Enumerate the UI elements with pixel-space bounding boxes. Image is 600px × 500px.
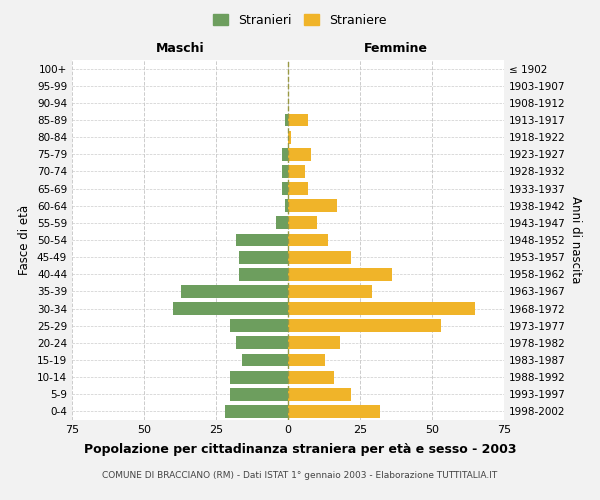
Bar <box>288 405 380 418</box>
Bar <box>282 165 288 178</box>
Bar <box>285 114 288 126</box>
Bar <box>288 234 328 246</box>
Bar <box>288 302 475 315</box>
Bar <box>181 285 288 298</box>
Bar <box>239 250 288 264</box>
Y-axis label: Anni di nascita: Anni di nascita <box>569 196 582 284</box>
Bar <box>288 182 308 195</box>
Bar <box>242 354 288 366</box>
Bar <box>230 320 288 332</box>
Bar <box>288 148 311 160</box>
Bar <box>236 336 288 349</box>
Bar <box>288 216 317 230</box>
Bar <box>224 405 288 418</box>
Legend: Stranieri, Straniere: Stranieri, Straniere <box>208 8 392 32</box>
Bar <box>282 148 288 160</box>
Bar <box>288 336 340 349</box>
Bar <box>288 200 337 212</box>
Bar <box>285 200 288 212</box>
Bar <box>288 114 308 126</box>
Y-axis label: Fasce di età: Fasce di età <box>19 205 31 275</box>
Bar <box>288 250 352 264</box>
Bar <box>288 388 352 400</box>
Bar <box>230 388 288 400</box>
Bar <box>288 268 392 280</box>
Bar <box>236 234 288 246</box>
Bar <box>282 182 288 195</box>
Bar <box>288 370 334 384</box>
Bar <box>288 285 371 298</box>
Bar <box>288 320 440 332</box>
Bar <box>239 268 288 280</box>
Bar <box>277 216 288 230</box>
Bar <box>230 370 288 384</box>
Bar <box>288 354 325 366</box>
Text: COMUNE DI BRACCIANO (RM) - Dati ISTAT 1° gennaio 2003 - Elaborazione TUTTITALIA.: COMUNE DI BRACCIANO (RM) - Dati ISTAT 1°… <box>103 470 497 480</box>
Bar <box>173 302 288 315</box>
Bar <box>288 130 291 143</box>
Bar <box>288 165 305 178</box>
Text: Popolazione per cittadinanza straniera per età e sesso - 2003: Popolazione per cittadinanza straniera p… <box>84 442 516 456</box>
